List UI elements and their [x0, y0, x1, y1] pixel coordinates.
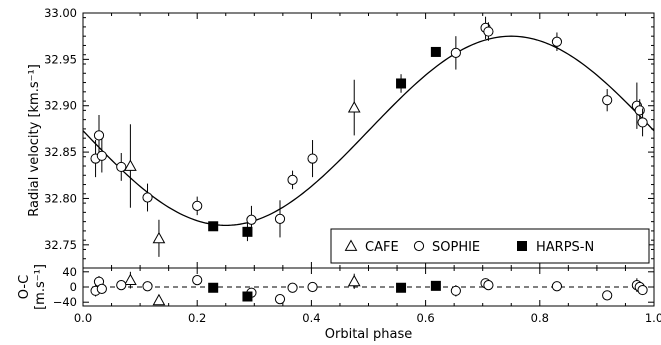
sophie-residual-point — [287, 282, 298, 293]
sophie-residual-point — [116, 280, 127, 291]
main-panel: 32.75 32.80 32.85 32.90 32.95 33.00 Radial vel… — [27, 6, 655, 269]
sophie-point — [93, 130, 105, 141]
resid-y-axis-label-line2: [m.s⁻¹] — [33, 264, 48, 310]
x-tick-label: 0.4 — [302, 311, 320, 325]
cafe-residual-point — [347, 274, 361, 287]
sophie-residual-point — [307, 281, 318, 293]
legend-cafe-marker — [344, 239, 358, 251]
legend-sophie-label: SOPHIE — [432, 240, 480, 255]
x-tick-label: 0.8 — [531, 311, 549, 325]
harps-n-residual-point — [242, 291, 253, 302]
harps-n-residual-point — [396, 282, 407, 293]
sophie-point — [483, 26, 494, 37]
cafe-point — [152, 231, 166, 244]
harps-n-point — [430, 46, 441, 57]
sophie-point — [192, 200, 203, 211]
sophie-residual-point — [274, 294, 286, 305]
sophie-point — [274, 213, 286, 224]
legend-harps-n-label: HARPS-N — [536, 240, 594, 255]
harps-n-residual-point — [208, 282, 219, 293]
sophie-point — [551, 36, 563, 47]
x-tick-label: 1.0 — [645, 311, 661, 325]
harps-n-residual-point — [430, 280, 441, 291]
x-tick-label: 0.6 — [416, 311, 434, 325]
sophie-residual-point — [551, 281, 563, 292]
sophie-point — [142, 192, 153, 203]
main-y-axis-label: Radial velocity [km.s⁻¹] — [27, 64, 42, 217]
legend-sophie-marker — [413, 240, 425, 252]
x-tick-label: 0.2 — [188, 311, 206, 325]
sophie-point — [637, 117, 648, 128]
sophie-point — [450, 47, 461, 58]
sophie-point — [602, 95, 613, 106]
sophie-point — [246, 214, 257, 225]
harps-n-point — [208, 221, 219, 232]
sophie-residual-point — [450, 285, 461, 296]
sophie-residual-point — [483, 280, 494, 291]
sophie-point — [634, 105, 645, 116]
cafe-point — [124, 159, 137, 171]
main-y-tick-label: 33.00 — [44, 6, 77, 20]
sophie-residual-point — [96, 283, 107, 294]
sophie-residual-point — [142, 281, 153, 292]
resid-y-axis-label-line1: O-C — [17, 275, 32, 299]
main-y-tick-label: 32.90 — [44, 99, 77, 113]
harps-n-point — [396, 78, 407, 89]
sophie-point — [307, 153, 318, 164]
cafe-residual-point — [124, 273, 137, 286]
legend-harps-n-marker — [517, 241, 527, 251]
main-y-tick-label: 32.75 — [44, 238, 77, 252]
sophie-residual-point — [602, 290, 613, 301]
sophie-point — [287, 174, 298, 186]
cafe-point — [347, 101, 361, 113]
model-curve — [82, 35, 655, 227]
resid-y-tick-label: 40 — [62, 265, 77, 279]
legend-cafe-label: CAFE — [365, 240, 399, 255]
legend-box — [330, 228, 650, 264]
x-tick-label: 0.0 — [74, 311, 92, 325]
harps-n-point — [242, 226, 253, 237]
resid-y-tick-label: −40 — [53, 295, 77, 309]
main-y-tick-label: 32.95 — [44, 52, 77, 66]
main-y-tick-label: 32.85 — [44, 145, 77, 159]
legend: CAFE SOPHIE HARPS-N — [330, 228, 650, 264]
sophie-point — [96, 150, 107, 161]
sophie-residual-point — [637, 284, 648, 296]
x-axis-label: Orbital phase — [325, 327, 412, 342]
sophie-point — [116, 161, 127, 173]
resid-y-tick-label: 0 — [70, 280, 77, 294]
main-y-tick-label: 32.80 — [44, 191, 77, 205]
cafe-residual-point — [152, 293, 166, 306]
sophie-residual-point — [192, 275, 203, 286]
